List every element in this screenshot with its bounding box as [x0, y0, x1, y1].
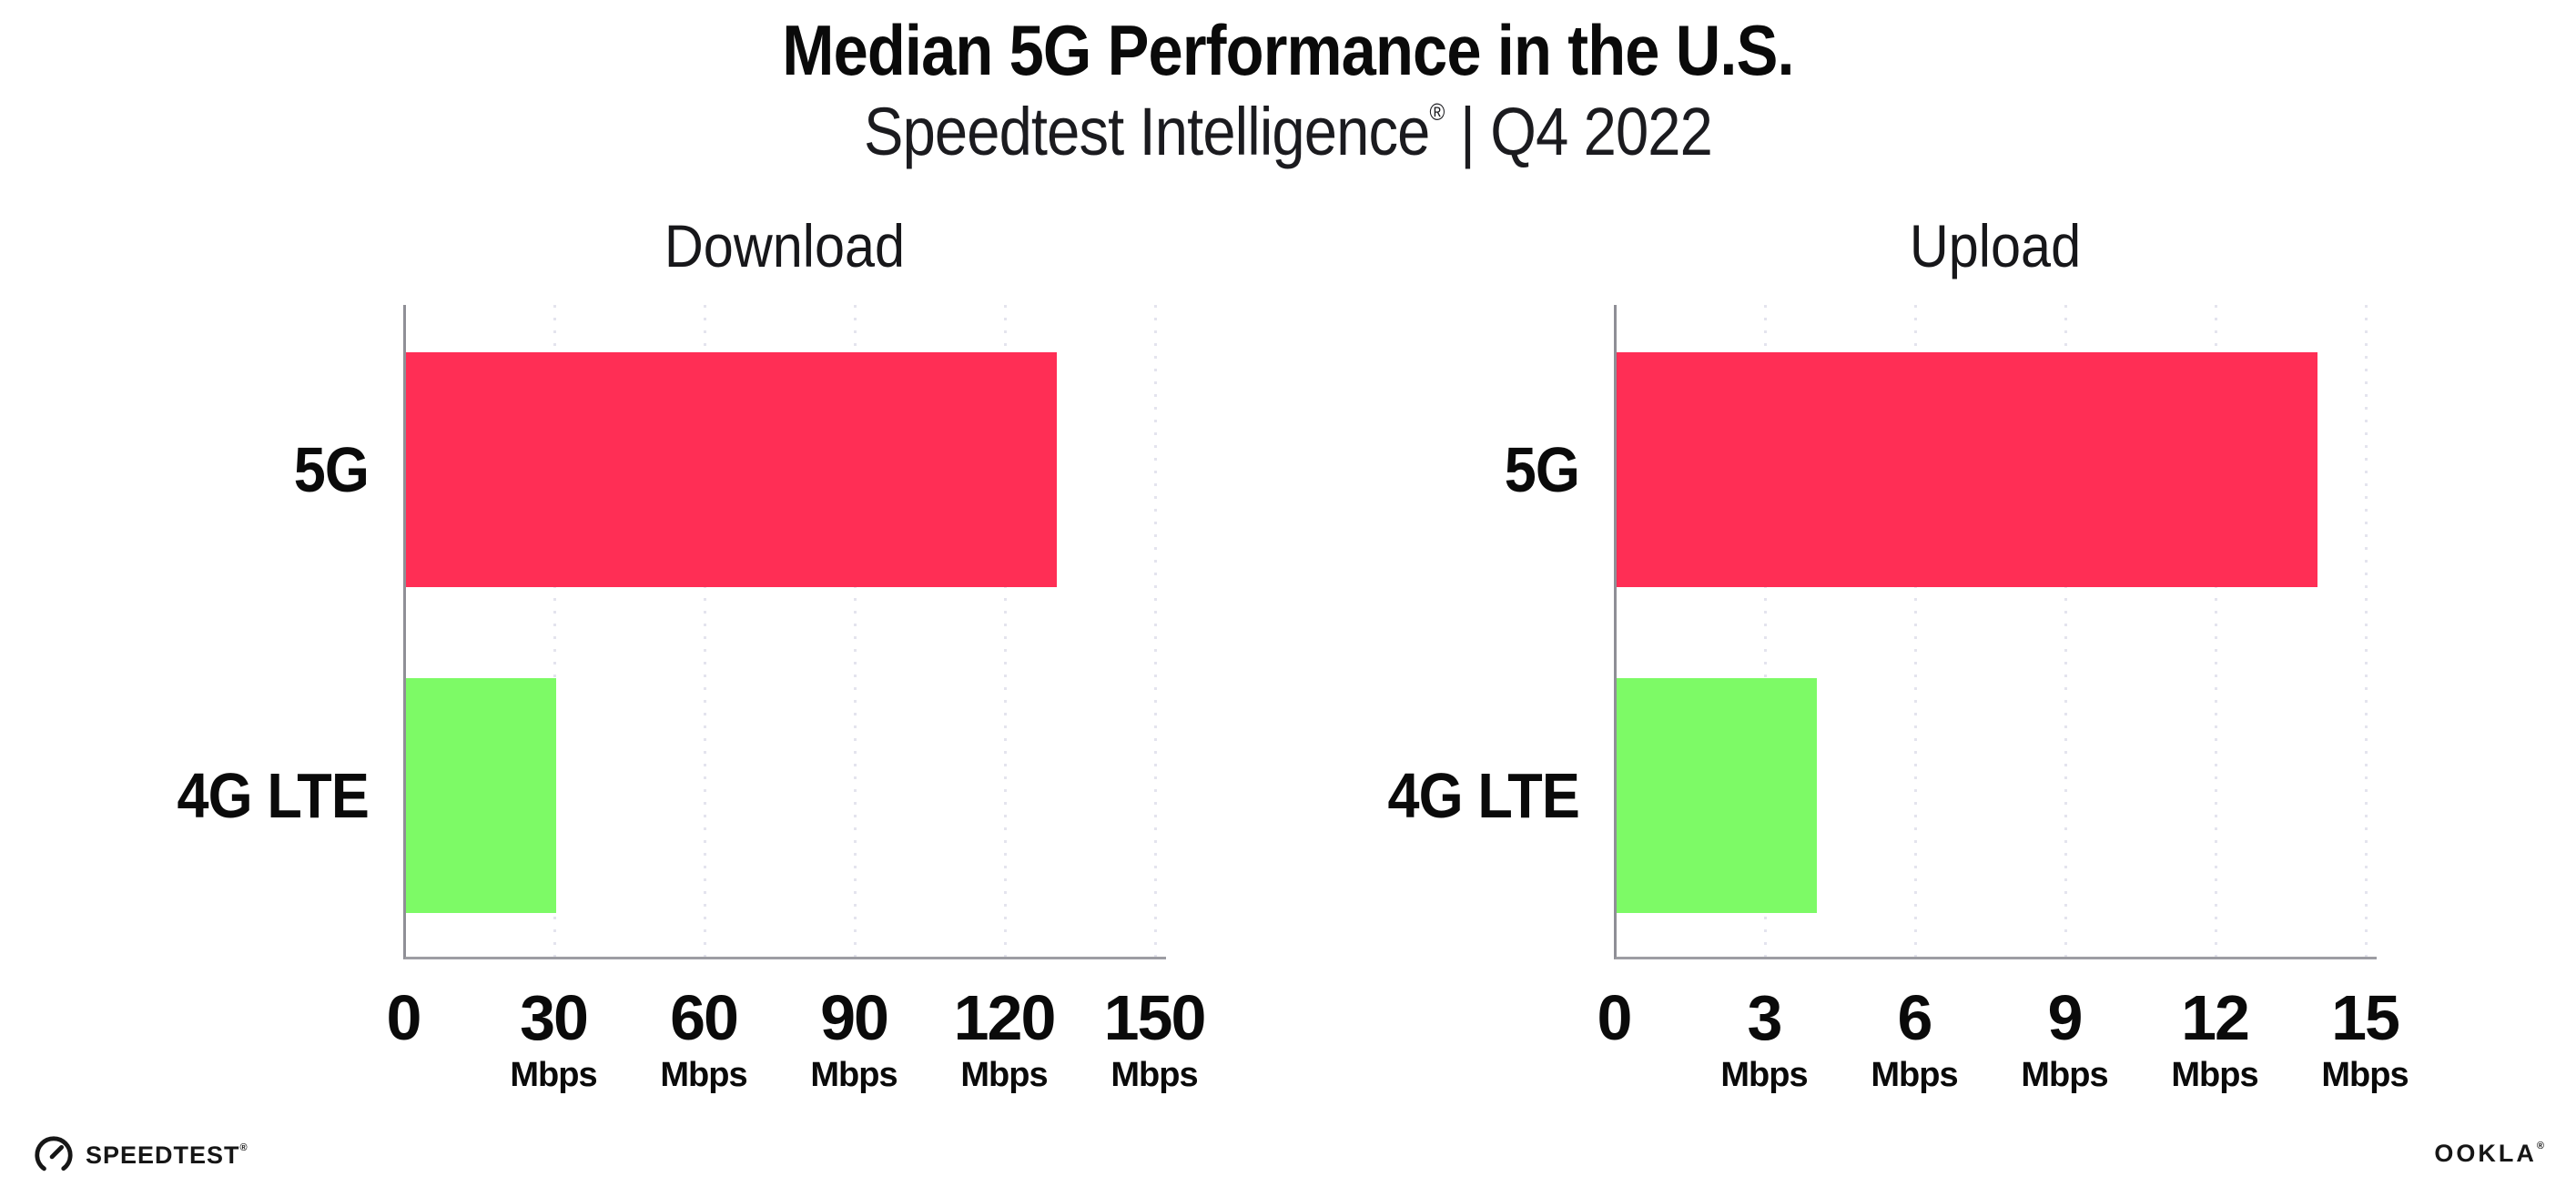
upload-tick-15: 15 Mbps: [2265, 981, 2465, 1095]
tick-unit: Mbps: [2021, 1056, 2108, 1094]
download-tick-120: 120 Mbps: [904, 981, 1104, 1095]
upload-bar-4g-lte: [1617, 678, 1817, 913]
subtitle-brand: Speedtest Intelligence: [864, 94, 1430, 169]
gridline-120: [1004, 305, 1007, 957]
registered-mark-icon: ®: [1429, 98, 1445, 126]
upload-tick-3: 3 Mbps: [1664, 981, 1864, 1095]
gridline-12: [2215, 305, 2217, 957]
download-tick-90: 90 Mbps: [754, 981, 954, 1095]
tick-unit: Mbps: [2171, 1056, 2258, 1094]
speedtest-label: SPEEDTEST: [86, 1141, 240, 1169]
gridline-3: [1764, 305, 1767, 957]
gridline-15: [2365, 305, 2368, 957]
download-tick-0: 0: [303, 981, 503, 1054]
gridline-6: [1914, 305, 1917, 957]
tick-value: 15: [2331, 982, 2400, 1053]
upload-bar-5g: [1617, 352, 2317, 587]
tick-value: 30: [520, 982, 589, 1053]
upload-category-label-4g-lte: 4G LTE: [1387, 760, 1580, 831]
upload-chart-title: Upload: [1909, 212, 2082, 279]
tick-value: 3: [1747, 982, 1783, 1053]
upload-plot-area: [1614, 305, 2377, 959]
download-chart-title: Download: [664, 212, 906, 279]
tick-unit: Mbps: [1871, 1056, 1958, 1094]
download-category-label-4g-lte: 4G LTE: [177, 760, 370, 831]
tick-value: 12: [2181, 982, 2250, 1053]
tick-unit: Mbps: [810, 1056, 898, 1094]
upload-tick-9: 9 Mbps: [1964, 981, 2165, 1095]
tick-value: 90: [820, 982, 889, 1053]
figure-subtitle: Speedtest Intelligence® | Q4 2022: [155, 93, 2421, 170]
tick-unit: Mbps: [1111, 1056, 1198, 1094]
ookla-registered-mark-icon: ®: [2536, 1141, 2547, 1151]
download-bar-4g-lte: [406, 678, 556, 913]
gridline-150: [1154, 305, 1157, 957]
speedtest-logo: SPEEDTEST®: [33, 1134, 248, 1176]
tick-unit: Mbps: [960, 1056, 1048, 1094]
tick-unit: Mbps: [660, 1056, 747, 1094]
tick-value: 6: [1897, 982, 1933, 1053]
tick-value: 0: [386, 982, 422, 1053]
tick-unit: Mbps: [1720, 1056, 1808, 1094]
gridline-9: [2064, 305, 2067, 957]
tick-value: 0: [1597, 982, 1633, 1053]
tick-value: 150: [1103, 982, 1207, 1053]
download-tick-150: 150 Mbps: [1054, 981, 1254, 1095]
download-tick-30: 30 Mbps: [453, 981, 654, 1095]
tick-unit: Mbps: [510, 1056, 597, 1094]
gridline-90: [854, 305, 857, 957]
upload-tick-12: 12 Mbps: [2115, 981, 2315, 1095]
upload-tick-6: 6 Mbps: [1814, 981, 2014, 1095]
ookla-label: OOKLA: [2434, 1140, 2537, 1167]
speedtest-gauge-icon: [35, 1136, 73, 1174]
gridline-30: [553, 305, 556, 957]
upload-tick-0: 0: [1514, 981, 1714, 1054]
gridline-60: [704, 305, 706, 957]
tick-value: 60: [670, 982, 739, 1053]
speedtest-wordmark: SPEEDTEST®: [86, 1141, 248, 1170]
subtitle-period: | Q4 2022: [1460, 94, 1713, 169]
speedtest-registered-mark-icon: ®: [239, 1141, 248, 1153]
tick-unit: Mbps: [2321, 1056, 2409, 1094]
download-tick-60: 60 Mbps: [603, 981, 804, 1095]
download-category-label-5g: 5G: [293, 434, 370, 505]
upload-category-label-5g: 5G: [1504, 434, 1580, 505]
figure-title: Median 5G Performance in the U.S.: [782, 10, 1794, 90]
tick-value: 120: [953, 982, 1057, 1053]
ookla-logo: OOKLA®: [2434, 1140, 2547, 1168]
download-plot-area: [403, 305, 1166, 959]
download-bar-5g: [406, 352, 1057, 587]
tick-value: 9: [2047, 982, 2084, 1053]
